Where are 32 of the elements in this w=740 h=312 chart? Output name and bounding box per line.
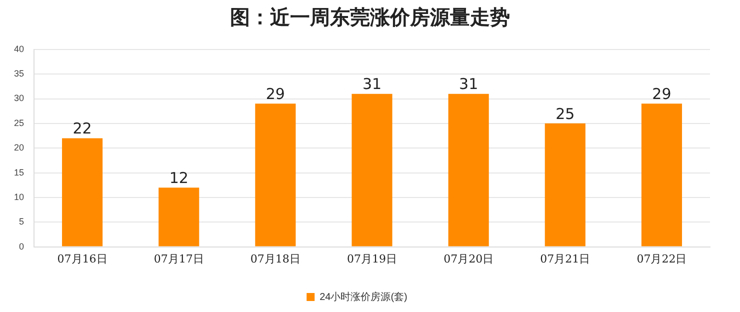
x-tick-label: 07月18日 — [250, 252, 300, 266]
bar — [352, 94, 392, 246]
x-tick-label: 07月17日 — [154, 252, 204, 266]
bar — [158, 188, 200, 246]
bar — [448, 94, 489, 246]
bar — [544, 123, 586, 246]
data-label: 29 — [266, 85, 285, 104]
data-label: 12 — [169, 168, 188, 187]
y-tick-label: 35 — [14, 68, 24, 79]
y-tick-label: 40 — [14, 44, 24, 54]
chart-title: 图：近一周东莞涨价房源量走势 — [229, 4, 511, 31]
bar — [62, 138, 103, 246]
data-label: 22 — [72, 120, 92, 138]
x-tick-label: 07月21日 — [540, 252, 590, 266]
x-tick-label: 07月19日 — [347, 252, 398, 266]
data-label: 31 — [362, 75, 382, 94]
y-tick-label: 30 — [14, 93, 24, 104]
x-tick-label: 07月20日 — [444, 252, 494, 266]
y-tick-label: 15 — [14, 167, 24, 178]
bar — [255, 104, 296, 246]
bar — [641, 104, 682, 246]
legend-label: 24小时涨价房源(套) — [320, 290, 408, 303]
x-tick-label: 07月16日 — [57, 252, 108, 266]
y-tick-label: 20 — [14, 142, 24, 153]
data-label: 31 — [459, 75, 478, 94]
y-tick-label: 10 — [14, 192, 24, 202]
y-tick-label: 25 — [14, 118, 24, 128]
data-label: 25 — [556, 104, 575, 123]
x-tick-label: 07月22日 — [636, 252, 687, 266]
y-tick-label: 0 — [18, 241, 24, 252]
data-label: 29 — [652, 85, 672, 104]
y-tick-label: 5 — [18, 216, 24, 227]
